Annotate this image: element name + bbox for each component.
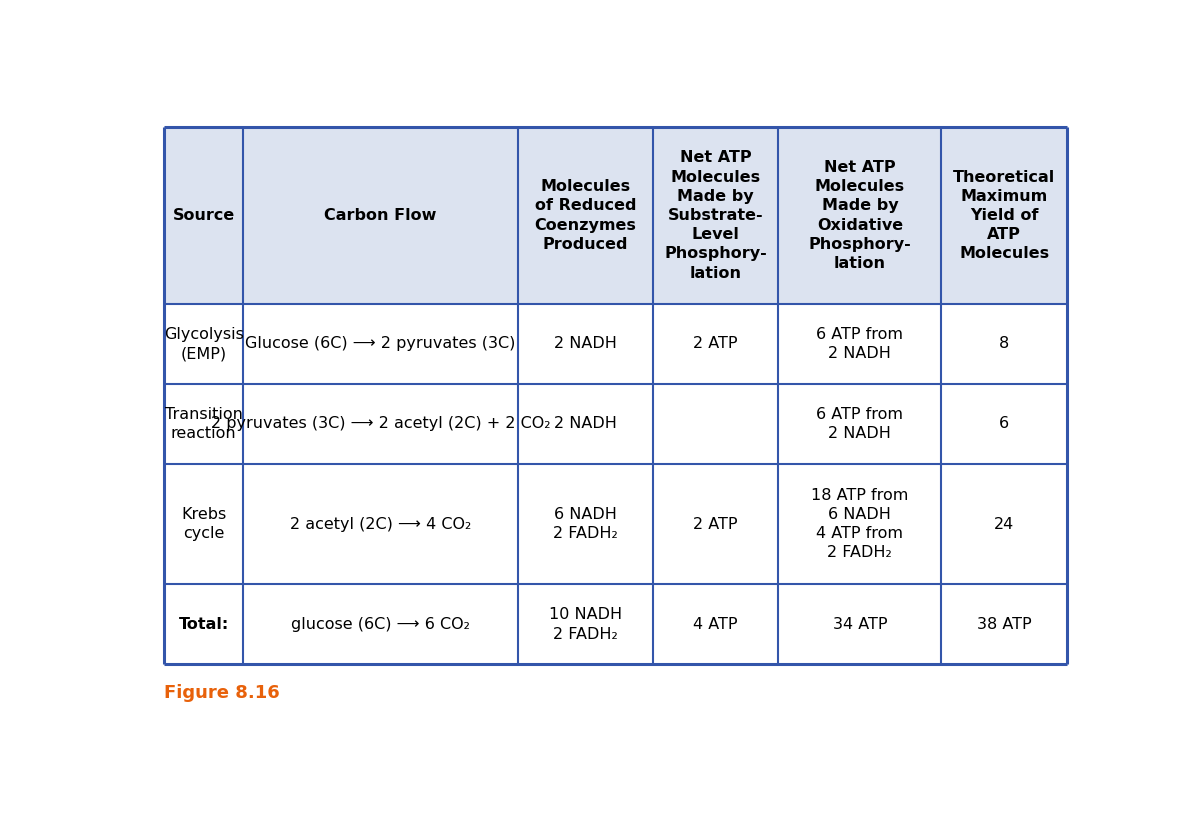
Text: 6 ATP from
2 NADH: 6 ATP from 2 NADH (817, 406, 903, 441)
Text: 2 NADH: 2 NADH (554, 337, 616, 351)
Bar (778, 464, 942, 585)
Bar (942, 464, 1066, 585)
Text: 24: 24 (994, 516, 1014, 531)
Bar (165, 585, 243, 664)
Text: 8: 8 (999, 337, 1009, 351)
Bar (942, 384, 1066, 464)
Bar (778, 384, 942, 464)
Bar (165, 304, 243, 384)
Text: Source: Source (173, 208, 234, 223)
Bar (942, 585, 1066, 664)
Text: Net ATP
Molecules
Made by
Oxidative
Phosphory-
lation: Net ATP Molecules Made by Oxidative Phos… (808, 160, 912, 271)
Text: Total:: Total: (179, 617, 228, 632)
Text: 2 acetyl (2C) ⟶ 4 CO₂: 2 acetyl (2C) ⟶ 4 CO₂ (289, 516, 471, 531)
Text: 6: 6 (999, 416, 1009, 431)
Bar (942, 585, 1066, 664)
Bar (653, 304, 778, 384)
Bar (653, 304, 778, 384)
Bar (518, 384, 653, 464)
Text: 6 ATP from
2 NADH: 6 ATP from 2 NADH (817, 327, 903, 361)
Bar (243, 304, 518, 384)
Bar (778, 585, 942, 664)
Bar (243, 464, 518, 585)
Bar (778, 304, 942, 384)
Bar (653, 585, 778, 664)
Bar (778, 464, 942, 585)
Bar (518, 127, 653, 304)
Bar (165, 384, 243, 464)
Text: 18 ATP from
6 NADH
4 ATP from
2 FADH₂: 18 ATP from 6 NADH 4 ATP from 2 FADH₂ (811, 488, 908, 561)
Bar (653, 464, 778, 585)
Text: 2 ATP: 2 ATP (693, 337, 737, 351)
Text: Net ATP
Molecules
Made by
Substrate-
Level
Phosphory-
lation: Net ATP Molecules Made by Substrate- Lev… (664, 150, 767, 281)
Bar (778, 585, 942, 664)
Bar (518, 585, 653, 664)
Bar (778, 127, 942, 304)
Bar (243, 127, 518, 304)
Text: Transition
reaction: Transition reaction (165, 406, 243, 441)
Text: 2 pyruvates (3C) ⟶ 2 acetyl (2C) + 2 CO₂: 2 pyruvates (3C) ⟶ 2 acetyl (2C) + 2 CO₂ (210, 416, 550, 431)
Text: 10 NADH
2 FADH₂: 10 NADH 2 FADH₂ (549, 608, 622, 641)
Bar (243, 464, 518, 585)
Bar (778, 384, 942, 464)
Text: Carbon Flow: Carbon Flow (324, 208, 437, 223)
Bar (165, 127, 243, 304)
Bar (243, 585, 518, 664)
Text: Molecules
of Reduced
Coenzymes
Produced: Molecules of Reduced Coenzymes Produced (534, 179, 637, 252)
Bar (942, 384, 1066, 464)
Bar (243, 384, 518, 464)
Text: Glucose (6C) ⟶ 2 pyruvates (3C): Glucose (6C) ⟶ 2 pyruvates (3C) (245, 337, 515, 351)
Text: Glycolysis
(EMP): Glycolysis (EMP) (163, 327, 244, 361)
Bar (653, 464, 778, 585)
Text: Krebs
cycle: Krebs cycle (181, 507, 226, 541)
Bar (518, 464, 653, 585)
Bar (942, 127, 1066, 304)
Text: 2 ATP: 2 ATP (693, 516, 737, 531)
Bar (518, 384, 653, 464)
Bar (778, 304, 942, 384)
Text: 34 ATP: 34 ATP (832, 617, 888, 632)
Text: glucose (6C) ⟶ 6 CO₂: glucose (6C) ⟶ 6 CO₂ (291, 617, 470, 632)
Bar (165, 384, 243, 464)
Bar (653, 384, 778, 464)
Bar (165, 464, 243, 585)
Bar (518, 464, 653, 585)
Bar (653, 384, 778, 464)
Text: Figure 8.16: Figure 8.16 (165, 684, 280, 702)
Bar (942, 304, 1066, 384)
Bar (653, 127, 778, 304)
Text: Theoretical
Maximum
Yield of
ATP
Molecules: Theoretical Maximum Yield of ATP Molecul… (952, 170, 1056, 261)
Bar (518, 585, 653, 664)
Text: 38 ATP: 38 ATP (976, 617, 1032, 632)
Text: 2 NADH: 2 NADH (554, 416, 616, 431)
Bar (942, 464, 1066, 585)
Bar (653, 585, 778, 664)
Bar (243, 304, 518, 384)
Text: 4 ATP: 4 ATP (693, 617, 737, 632)
Bar (243, 585, 518, 664)
Bar (518, 304, 653, 384)
Bar (243, 384, 518, 464)
Text: 6 NADH
2 FADH₂: 6 NADH 2 FADH₂ (552, 507, 617, 541)
Bar (165, 585, 243, 664)
Bar (165, 464, 243, 585)
Bar (518, 304, 653, 384)
Bar (165, 304, 243, 384)
Bar (942, 304, 1066, 384)
